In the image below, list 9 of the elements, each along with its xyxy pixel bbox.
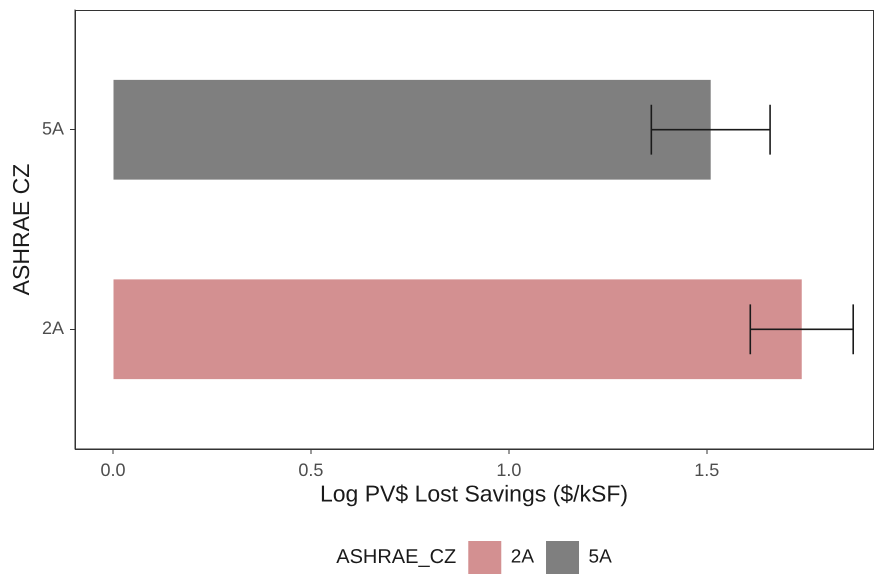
legend-title: ASHRAE_CZ (336, 546, 456, 568)
legend-label: 5A (588, 546, 612, 568)
x-axis-title: Log PV$ Lost Savings ($/kSF) (320, 480, 628, 507)
legend-label: 2A (510, 546, 534, 568)
x-tick-label: 0.5 (298, 460, 324, 480)
x-tick-label: 1.5 (694, 460, 720, 480)
x-tick-label: 0.0 (100, 460, 126, 480)
y-axis-title: ASHRAE CZ (8, 164, 34, 296)
x-tick-label: 1.0 (496, 460, 522, 480)
